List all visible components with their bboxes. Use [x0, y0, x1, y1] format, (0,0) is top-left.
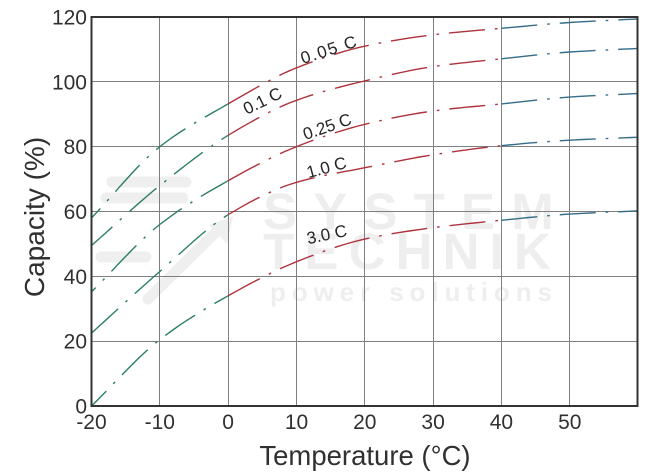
svg-text:0: 0	[75, 396, 87, 419]
svg-text:50: 50	[558, 411, 581, 434]
svg-text:80: 80	[64, 136, 87, 159]
svg-text:20: 20	[64, 331, 87, 354]
svg-text:120: 120	[52, 7, 87, 30]
svg-text:60: 60	[64, 201, 87, 224]
svg-text:10: 10	[285, 411, 308, 434]
svg-text:Capacity (%): Capacity (%)	[19, 137, 50, 297]
svg-text:20: 20	[353, 411, 376, 434]
svg-text:power solutions: power solutions	[270, 277, 558, 307]
svg-text:-10: -10	[145, 411, 175, 434]
svg-text:-20: -20	[76, 411, 106, 434]
svg-text:Temperature (°C): Temperature (°C)	[259, 440, 470, 471]
svg-text:40: 40	[490, 411, 513, 434]
svg-text:TECHNIK: TECHNIK	[263, 223, 561, 280]
svg-text:40: 40	[64, 266, 87, 289]
svg-text:0: 0	[222, 411, 234, 434]
svg-text:30: 30	[421, 411, 444, 434]
svg-text:100: 100	[52, 71, 87, 94]
